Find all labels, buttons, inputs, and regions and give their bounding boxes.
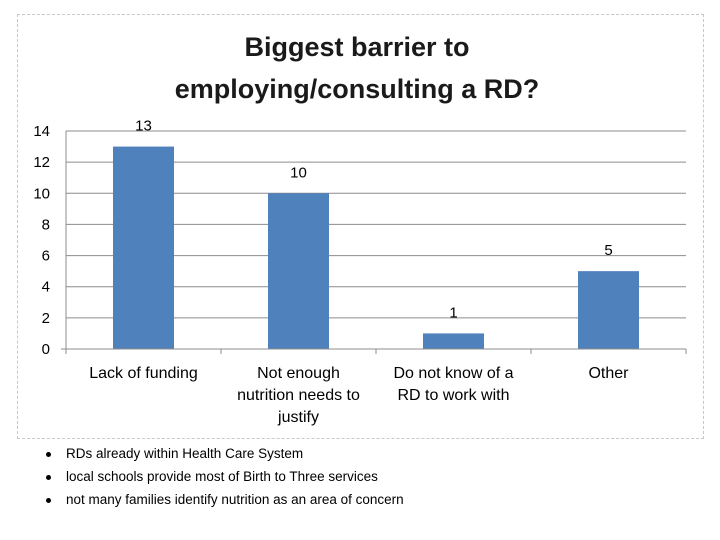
chart-title-line-2: employing/consulting a RD?: [175, 74, 540, 104]
y-tick-label: 2: [42, 310, 50, 327]
y-tick-label: 8: [42, 216, 50, 233]
data-label: 13: [135, 118, 152, 135]
y-tick-label: 12: [33, 154, 50, 171]
y-tick-label: 14: [33, 123, 50, 140]
y-tick-label: 6: [42, 248, 50, 265]
bar: [578, 271, 639, 349]
chart-frame: [17, 14, 704, 439]
bar: [113, 146, 174, 349]
bar-chart: Biggest barrier to employing/consulting …: [33, 32, 687, 426]
notes-list: RDs already within Health Care System lo…: [44, 442, 404, 511]
y-tick-label: 0: [42, 341, 50, 358]
x-category-label: RD to work with: [397, 387, 509, 404]
note-item: not many families identify nutrition as …: [44, 488, 404, 511]
data-label: 10: [290, 164, 307, 181]
x-category-label: Other: [588, 365, 629, 382]
x-category-label: justify: [277, 409, 319, 426]
x-category-label: nutrition needs to: [237, 387, 360, 404]
x-category-label: Do not know of a: [393, 365, 513, 382]
chart-title-line-1: Biggest barrier to: [244, 32, 469, 62]
y-tick-label: 10: [33, 185, 50, 202]
note-item: RDs already within Health Care System: [44, 442, 404, 465]
y-tick-label: 4: [42, 279, 50, 296]
x-category-label: Not enough: [257, 365, 340, 382]
data-label: 1: [449, 304, 457, 321]
bar: [423, 333, 484, 349]
x-category-label: Lack of funding: [89, 365, 198, 382]
note-item: local schools provide most of Birth to T…: [44, 465, 404, 488]
bar: [268, 193, 329, 349]
data-label: 5: [604, 242, 612, 259]
